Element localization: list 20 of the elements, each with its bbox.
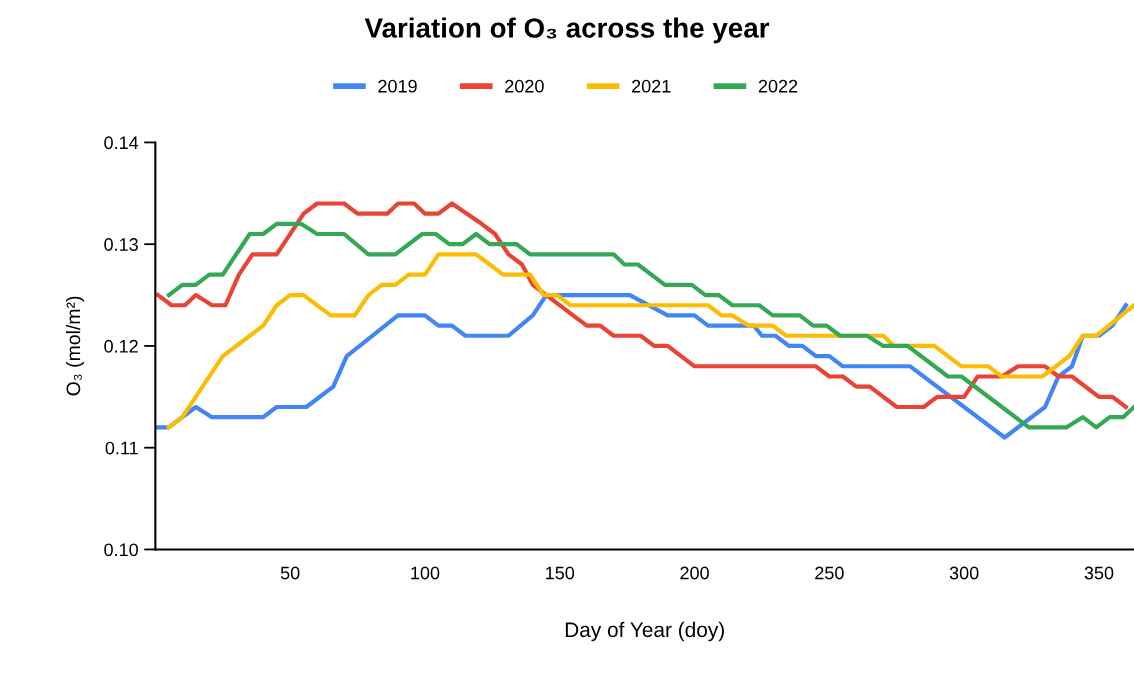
legend-label: 2020 bbox=[505, 79, 544, 93]
y-tick-label: 0.14 bbox=[104, 136, 139, 150]
y-tick-label: 0.12 bbox=[104, 339, 138, 353]
line-series bbox=[155, 201, 1128, 410]
legend-label: 2019 bbox=[378, 79, 417, 93]
chart-title: Variation of O₃ across the year bbox=[364, 17, 770, 44]
y-tick-label: 0.11 bbox=[105, 441, 138, 455]
x-axis-title: Day of Year (doy) bbox=[565, 621, 724, 642]
x-tick-label: 200 bbox=[680, 566, 709, 580]
x-tick-label: 150 bbox=[546, 566, 575, 580]
y-axis-title: O₃ (mol/m²) bbox=[65, 296, 85, 396]
x-tick-label: 50 bbox=[280, 566, 300, 580]
legend-label: 2022 bbox=[758, 79, 798, 93]
y-tick-label: 0.10 bbox=[104, 543, 138, 557]
x-tick-label: 350 bbox=[1084, 566, 1114, 580]
x-tick-label: 100 bbox=[411, 566, 440, 580]
x-tick-label: 250 bbox=[815, 566, 844, 580]
legend-label: 2021 bbox=[632, 79, 671, 93]
x-tick-label: 300 bbox=[949, 566, 979, 580]
y-tick-label: 0.13 bbox=[104, 238, 138, 251]
